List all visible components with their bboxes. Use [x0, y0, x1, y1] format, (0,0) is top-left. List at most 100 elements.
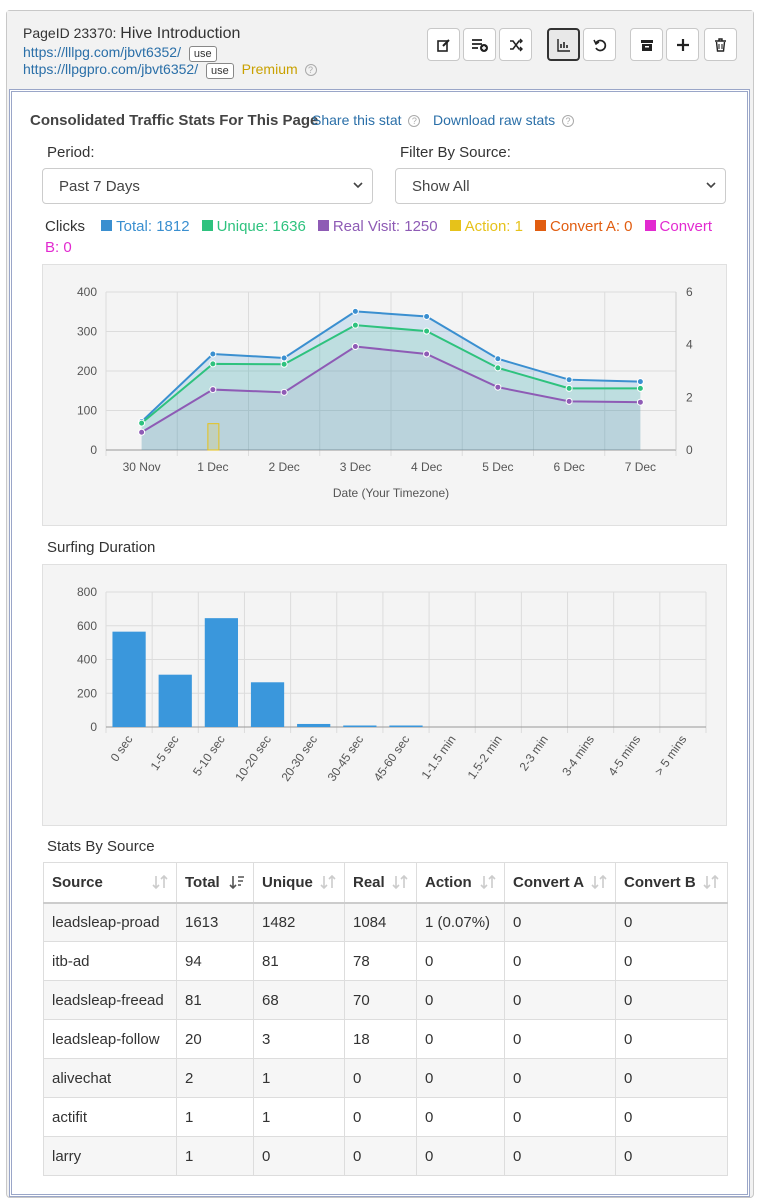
table-cell: 68: [253, 980, 345, 1020]
archive-button[interactable]: [630, 28, 663, 61]
page-id-line: PageID 23370: Hive Introduction: [23, 25, 240, 43]
table-cell: 3: [253, 1019, 345, 1059]
x-tick-label: 5 Dec: [482, 460, 513, 474]
shuffle-button[interactable]: [499, 28, 532, 61]
source-filter-select[interactable]: Show All: [395, 168, 726, 204]
data-point: [280, 388, 288, 396]
table-row: larry 1 0 0 0 0 0: [43, 1136, 728, 1176]
x-tick-label: 2-3 min: [516, 733, 550, 774]
table-cell: larry: [43, 1136, 177, 1176]
legend-item[interactable]: Unique: 1636: [190, 218, 306, 235]
y-tick-label: 600: [77, 619, 97, 633]
undo-icon: [592, 39, 606, 51]
series-line: [140, 310, 641, 423]
clicks-legend: Clicks Total: 1812 Unique: 1636 Real Visit…: [45, 216, 725, 258]
x-tick-label: 45-60 sec: [371, 733, 413, 784]
x-tick-label: 10-20 sec: [232, 733, 274, 784]
legend-item[interactable]: Convert B: 0: [45, 218, 712, 256]
data-point: [423, 327, 431, 335]
stats-panel: Consolidated Traffic Stats For This Page…: [9, 89, 750, 1197]
series-area: [141, 311, 641, 450]
x-tick-label: 20-30 sec: [278, 733, 320, 784]
legend-item[interactable]: Total: 1812: [89, 218, 190, 235]
x-tick-label: 1-5 sec: [148, 733, 182, 773]
download-help-icon[interactable]: ?: [562, 115, 575, 128]
table-cell: 94: [176, 941, 254, 981]
add-button[interactable]: [666, 28, 699, 61]
col-action-label: Action: [425, 873, 472, 891]
x-tick-label: 3 Dec: [340, 460, 371, 474]
y2-tick-label: 4: [686, 338, 693, 352]
col-unique[interactable]: Unique: [253, 862, 345, 904]
table-cell: 0: [615, 980, 728, 1020]
y-tick-label: 400: [77, 285, 97, 299]
col-action[interactable]: Action: [416, 862, 505, 904]
table-cell: 70: [344, 980, 417, 1020]
data-point: [636, 384, 644, 392]
duration-bar: [204, 618, 238, 727]
legend-item[interactable]: Real Visit: 1250: [306, 218, 438, 235]
y-tick-label: 800: [77, 585, 97, 599]
table-cell: 1613: [176, 902, 254, 942]
legend-item[interactable]: Action: 1: [438, 218, 523, 235]
table-cell: itb-ad: [43, 941, 177, 981]
x-tick-label: 3-4 mins: [559, 733, 597, 779]
share-stat-link[interactable]: Share this stat ?: [312, 112, 421, 128]
stats-button[interactable]: [547, 28, 580, 61]
data-point: [209, 360, 217, 368]
data-point: [636, 378, 644, 386]
table-cell: leadsleap-proad: [43, 902, 177, 942]
table-cell: 18: [344, 1019, 417, 1059]
col-convert-b[interactable]: Convert B: [615, 862, 728, 904]
table-cell: 0: [504, 1019, 616, 1059]
col-real[interactable]: Real: [344, 862, 417, 904]
col-convert-a[interactable]: Convert A: [504, 862, 616, 904]
data-point: [280, 360, 288, 368]
table-cell: 0: [504, 902, 616, 942]
premium-help-icon[interactable]: ?: [304, 64, 317, 77]
legend-item[interactable]: Convert A: 0: [523, 218, 633, 235]
data-point: [494, 383, 502, 391]
download-stats-link[interactable]: Download raw stats ?: [433, 112, 575, 128]
table-cell: 0: [253, 1136, 345, 1176]
legend-label: Total: 1812: [116, 218, 190, 235]
clicks-line-chart: 0 100 200 300 400 0 2 4 6 30 Nov 1 Dec 2 Dec 3 Dec 4 …: [77, 285, 693, 500]
use-button-2[interactable]: use: [206, 63, 234, 79]
col-unique-label: Unique: [262, 873, 313, 891]
reset-button[interactable]: [583, 28, 616, 61]
sort-icon: [703, 874, 719, 890]
period-value: Past 7 Days: [59, 178, 140, 195]
delete-button[interactable]: [704, 28, 737, 61]
data-point: [494, 355, 502, 363]
data-point: [209, 386, 217, 394]
page-link-2[interactable]: https://llpgpro.com/jbvt6352/: [23, 61, 199, 77]
legend-label: Action: 1: [464, 218, 523, 235]
stats-title: Consolidated Traffic Stats For This Page: [30, 112, 319, 129]
table-row: itb-ad 94 81 78 0 0 0: [43, 941, 728, 981]
sort-icon: [591, 874, 607, 890]
table-cell: 78: [344, 941, 417, 981]
data-point: [351, 321, 359, 329]
col-total[interactable]: Total: [176, 862, 254, 904]
table-header-row: Source Total Unique Real Action Convert …: [43, 862, 728, 904]
table-cell: alivechat: [43, 1058, 177, 1098]
edit-button[interactable]: [427, 28, 460, 61]
series-area: [141, 346, 641, 450]
use-button-1[interactable]: use: [188, 46, 217, 62]
stats-by-source-label: Stats By Source: [47, 838, 155, 855]
period-select[interactable]: Past 7 Days: [42, 168, 373, 204]
table-cell: 1: [253, 1058, 345, 1098]
data-point: [423, 312, 431, 320]
col-source[interactable]: Source: [43, 862, 177, 904]
y-tick-label: 200: [77, 364, 97, 378]
legend-swatch: [317, 220, 329, 231]
page-link-1[interactable]: https://lllpg.com/jbvt6352/: [23, 44, 181, 60]
share-help-icon[interactable]: ?: [408, 115, 421, 128]
link-row-1: https://lllpg.com/jbvt6352/ use: [23, 44, 217, 62]
sort-icon: [392, 874, 408, 890]
clicks-chart-panel: 0 100 200 300 400 0 2 4 6 30 Nov 1 Dec 2 Dec 3 Dec 4 …: [42, 264, 727, 526]
table-cell: 0: [504, 941, 616, 981]
x-tick-label: > 5 mins: [652, 733, 690, 778]
add-to-list-button[interactable]: [463, 28, 496, 61]
data-point: [209, 350, 217, 358]
